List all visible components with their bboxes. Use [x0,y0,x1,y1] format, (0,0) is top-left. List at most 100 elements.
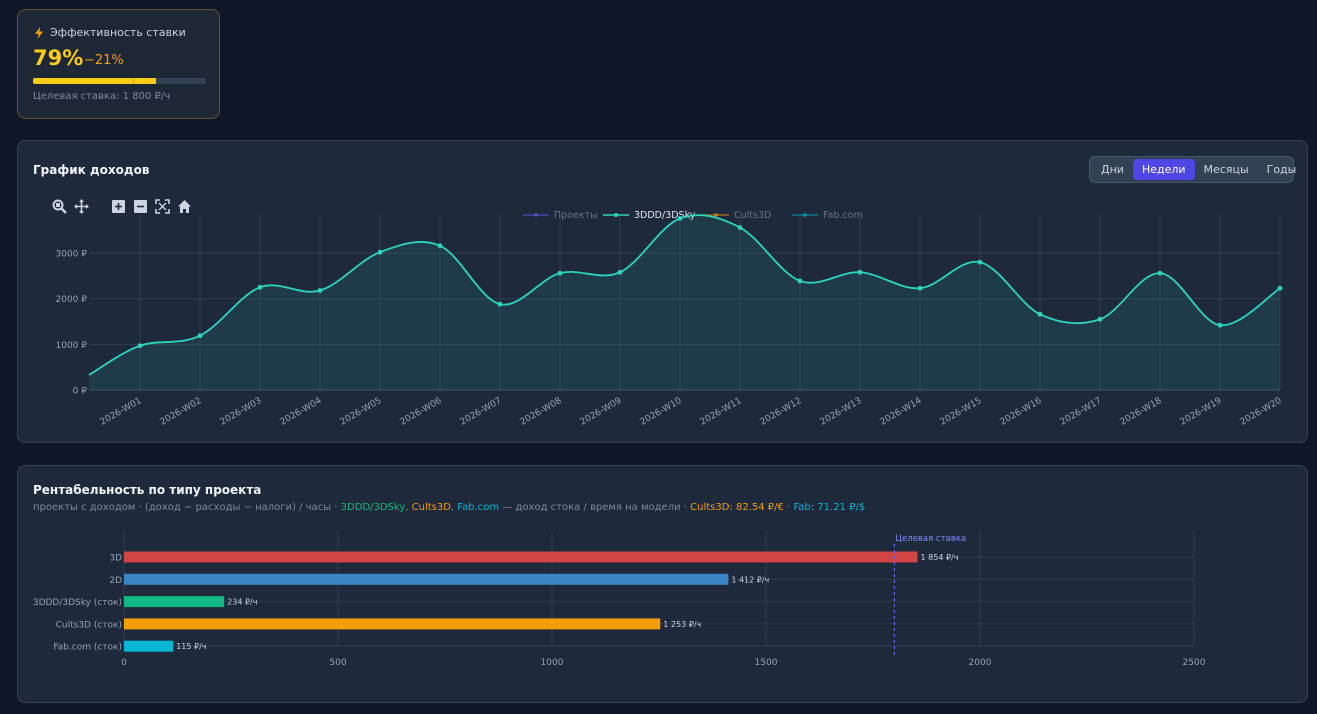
target-label: Целевая ставка [895,534,966,544]
legend-label: 3DDD/3DSky [634,210,696,221]
kpi-delta: −21% [84,53,124,68]
x-tick-label: 2026-W19 [1179,396,1224,428]
bar [124,596,225,608]
series-area [89,215,1280,390]
x-tick-label: 2026-W09 [579,396,624,428]
bar [124,551,918,563]
x-tick-label: 2000 [969,658,992,668]
y-tick-label: 2000 ₽ [56,295,88,305]
subtitle-part: , [450,502,458,513]
period-tab-0[interactable]: Дни [1101,163,1124,176]
data-point [317,288,323,293]
data-point [977,259,983,265]
kpi-target-marker [133,78,134,84]
profitability-chart[interactable]: 0 500 1000 1500 2000 2500 3D 1 854 ₽/ч 2D 1 412 ₽… [18,466,1309,704]
y-tick-label: 3000 ₽ [56,250,88,260]
profitability-title: Рентабельность по типу проекта [33,483,262,497]
x-tick-label: 2026-W02 [159,396,204,428]
y-tick-label: Fab.com (сток) [53,643,122,653]
x-tick-label: 2026-W14 [879,396,924,428]
y-tick-label: Cults3D (сток) [56,620,122,630]
chart-toolbar [52,199,192,214]
y-tick-label: 0 ₽ [73,387,88,397]
period-tab-2[interactable]: Месяцы [1203,163,1249,176]
data-point [677,215,683,221]
bar-value-label: 1 412 ₽/ч [731,575,769,584]
bar [124,640,174,652]
data-point [1037,311,1043,317]
x-tick-label: 2026-W05 [339,396,384,428]
legend-marker [803,213,807,217]
x-tick-label: 2026-W03 [219,396,264,428]
x-tick-label: 2026-W07 [459,396,504,428]
legend-label: Проекты [554,210,598,221]
subtitle-part: Fab.com [457,502,500,513]
zoom-in-icon[interactable] [111,199,126,214]
kpi-progress-fill [33,78,156,84]
data-point [797,278,803,284]
profitability-card: 0 500 1000 1500 2000 2500 3D 1 854 ₽/ч 2D 1 412 ₽… [17,465,1308,703]
autoscale-icon[interactable] [155,199,170,214]
x-tick-label: 2026-W04 [279,396,324,428]
period-tab-3[interactable]: Годы [1266,163,1297,176]
kpi-target-rate: Целевая ставка: 1 800 ₽/ч [33,91,171,102]
subtitle-part: Cults3D [411,502,451,513]
income-chart[interactable]: 0 ₽ 1000 ₽ 2000 ₽ 3000 ₽ 2026-W01 2026-W02 202… [18,141,1309,444]
data-point [377,249,383,255]
x-tick-label: 2026-W15 [939,396,984,428]
bar-value-label: 115 ₽/ч [176,642,206,651]
x-tick-label: 2026-W12 [759,396,804,428]
home-icon[interactable] [177,199,192,214]
data-point [1277,285,1283,291]
x-tick-label: 0 [121,658,127,668]
x-tick-label: 2026-W08 [519,396,564,428]
y-tick-label: 3D [109,554,122,564]
data-point [137,343,143,349]
data-point [1217,322,1223,328]
pan-icon[interactable] [74,199,89,214]
lightning-icon [35,26,43,39]
x-tick-label: 2026-W10 [639,396,684,428]
data-point [1157,270,1163,276]
income-chart-card: 0 ₽ 1000 ₽ 2000 ₽ 3000 ₽ 2026-W01 2026-W02 202… [17,140,1308,443]
x-tick-label: 500 [329,658,346,668]
legend-label: Cults3D [734,210,771,221]
data-point [857,269,863,275]
data-point [557,270,563,276]
subtitle-part: проекты с доходом · (доход − расходы − н… [33,502,341,513]
kpi-value: 79% [33,46,84,70]
x-tick-label: 1000 [541,658,564,668]
zoom-out-icon[interactable] [133,199,148,214]
data-point [497,301,503,307]
legend-label: Fab.com [823,210,863,221]
bar-value-label: 234 ₽/ч [227,598,257,607]
x-tick-label: 2026-W13 [819,396,864,428]
subtitle-part: Cults3D: 82.54 ₽/€ [690,502,784,513]
income-chart-title: График доходов [33,163,150,177]
subtitle-part: 3DDD/3DSky [340,502,406,513]
bar [124,618,661,630]
x-tick-label: 2026-W06 [399,396,444,428]
legend-item: Проекты [523,210,598,221]
data-point [1097,316,1103,322]
bar-value-label: 1 854 ₽/ч [921,553,959,562]
subtitle-part: Fab: 71.21 ₽/$ [793,502,866,513]
bar [124,573,729,585]
kpi-header: Эффективность ставки [34,26,186,39]
x-tick-label: 2026-W16 [999,396,1044,428]
data-point [197,333,203,339]
x-tick-label: 2500 [1183,658,1206,668]
rate-efficiency-card: Эффективность ставки 79% −21% Целевая ст… [17,9,220,119]
zoom-icon[interactable] [52,199,67,214]
period-tab-1[interactable]: Недели [1132,159,1195,180]
x-tick-label: 2026-W20 [1239,396,1284,428]
period-switch[interactable]: Дни Недели Месяцы Годы [1089,156,1296,183]
x-tick-label: 2026-W11 [699,396,744,428]
y-tick-label: 3DDD/3DSky (сток) [33,598,122,608]
kpi-title: Эффективность ставки [50,26,186,39]
x-tick-label: 1500 [755,658,778,668]
data-point [917,285,923,291]
legend-marker [614,213,618,217]
y-tick-label: 2D [109,576,122,586]
data-point [737,225,743,230]
